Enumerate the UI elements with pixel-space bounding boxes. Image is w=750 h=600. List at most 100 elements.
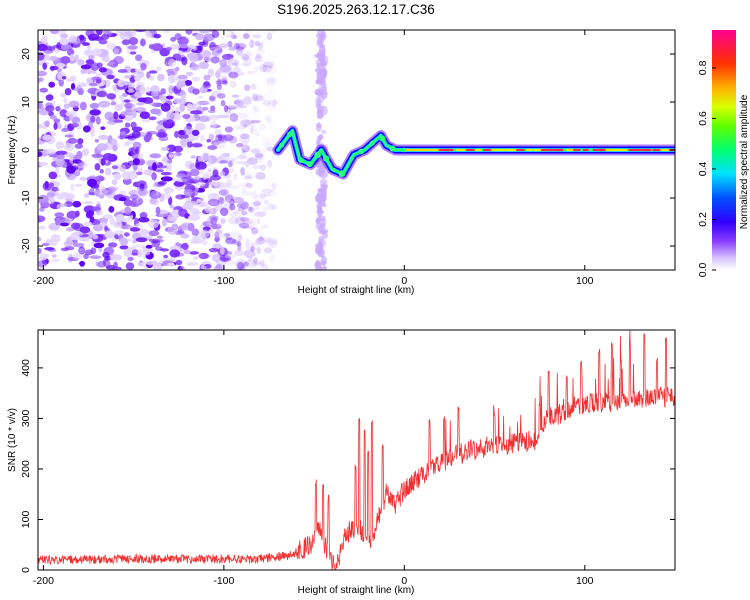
noise-blob <box>259 259 265 267</box>
noise-blob <box>316 136 321 147</box>
noise-blob <box>38 236 42 242</box>
noise-blob <box>266 238 278 245</box>
noise-blob <box>123 99 131 103</box>
noise-blob <box>249 125 254 134</box>
noise-blob <box>59 203 67 208</box>
noise-blob <box>237 244 242 252</box>
noise-blob <box>48 182 55 188</box>
noise-blob <box>232 67 241 73</box>
noise-blob <box>220 75 228 82</box>
noise-blob <box>120 111 128 117</box>
noise-blob <box>255 172 266 180</box>
noise-blob <box>74 143 84 149</box>
noise-blob <box>38 77 44 82</box>
noise-blob <box>44 180 49 189</box>
noise-blob <box>96 143 109 151</box>
noise-blob <box>238 222 250 229</box>
noise-blob <box>263 236 272 243</box>
noise-blob <box>319 67 325 77</box>
noise-blob <box>266 146 274 152</box>
noise-blob <box>257 94 263 98</box>
noise-blob <box>95 30 103 36</box>
noise-blob <box>83 49 94 56</box>
noise-blob <box>255 237 265 245</box>
ridge-dot <box>401 147 407 153</box>
noise-blob <box>207 168 212 173</box>
noise-blob <box>38 225 46 230</box>
noise-blob <box>210 120 217 129</box>
noise-blob <box>168 196 173 206</box>
noise-blob <box>251 119 261 124</box>
noise-blob <box>156 235 163 239</box>
noise-blob <box>260 225 268 229</box>
noise-blob <box>59 37 69 46</box>
noise-blob <box>243 123 248 128</box>
noise-blob <box>261 140 273 149</box>
noise-blob <box>106 74 115 80</box>
noise-blob <box>243 96 252 105</box>
noise-blob <box>146 71 151 79</box>
noise-blob <box>235 260 242 270</box>
noise-blob <box>77 138 84 145</box>
noise-blob <box>130 121 137 129</box>
noise-blob <box>95 261 101 267</box>
ridge-dot <box>369 140 375 146</box>
noise-blob <box>98 67 108 73</box>
noise-blob <box>318 77 326 86</box>
noise-blob <box>269 253 276 263</box>
y-tick-label: 400 <box>20 359 32 377</box>
noise-blob <box>248 206 253 211</box>
noise-blob <box>267 159 273 168</box>
colorbar-label: Normalized spectral amplitude <box>739 94 750 229</box>
noise-blob <box>163 254 169 259</box>
noise-blob <box>83 253 89 260</box>
noise-blob <box>53 118 61 124</box>
noise-blob <box>263 222 270 230</box>
noise-blob <box>266 196 272 204</box>
noise-blob <box>113 119 124 123</box>
noise-blob <box>39 87 48 93</box>
noise-blob <box>61 75 67 80</box>
noise-blob <box>124 206 132 215</box>
noise-blob <box>127 256 134 262</box>
noise-blob <box>98 134 110 140</box>
noise-blob <box>319 58 326 66</box>
noise-blob <box>72 87 84 92</box>
noise-blob <box>220 218 226 224</box>
noise-blob <box>253 107 261 113</box>
noise-blob <box>255 130 260 137</box>
noise-blob <box>102 251 110 258</box>
noise-blob <box>221 53 234 60</box>
noise-blob <box>264 192 272 197</box>
noise-blob <box>70 231 80 241</box>
noise-blob <box>220 42 229 50</box>
noise-blob <box>131 72 141 77</box>
noise-blob <box>38 161 48 167</box>
noise-blob <box>104 187 117 193</box>
noise-blob <box>160 88 167 95</box>
noise-blob <box>210 105 216 111</box>
noise-blob <box>160 171 172 176</box>
noise-blob <box>113 56 124 65</box>
noise-blob <box>234 71 245 76</box>
noise-blob <box>262 99 271 107</box>
noise-blob <box>199 168 204 174</box>
noise-blob <box>187 222 195 232</box>
noise-blob <box>57 68 62 73</box>
noise-blob <box>42 134 53 141</box>
noise-blob <box>72 200 82 208</box>
noise-blob <box>203 33 215 42</box>
noise-blob <box>239 119 251 127</box>
noise-blob <box>148 238 155 243</box>
noise-blob <box>218 153 230 163</box>
noise-blob <box>96 90 108 98</box>
noise-blob <box>170 36 177 42</box>
noise-blob <box>191 234 197 243</box>
noise-blob <box>316 214 321 222</box>
noise-blob <box>54 212 65 218</box>
noise-blob <box>234 59 239 68</box>
noise-blob <box>155 169 164 173</box>
noise-blob <box>321 129 327 135</box>
noise-blob <box>156 132 168 138</box>
noise-blob <box>251 242 258 246</box>
